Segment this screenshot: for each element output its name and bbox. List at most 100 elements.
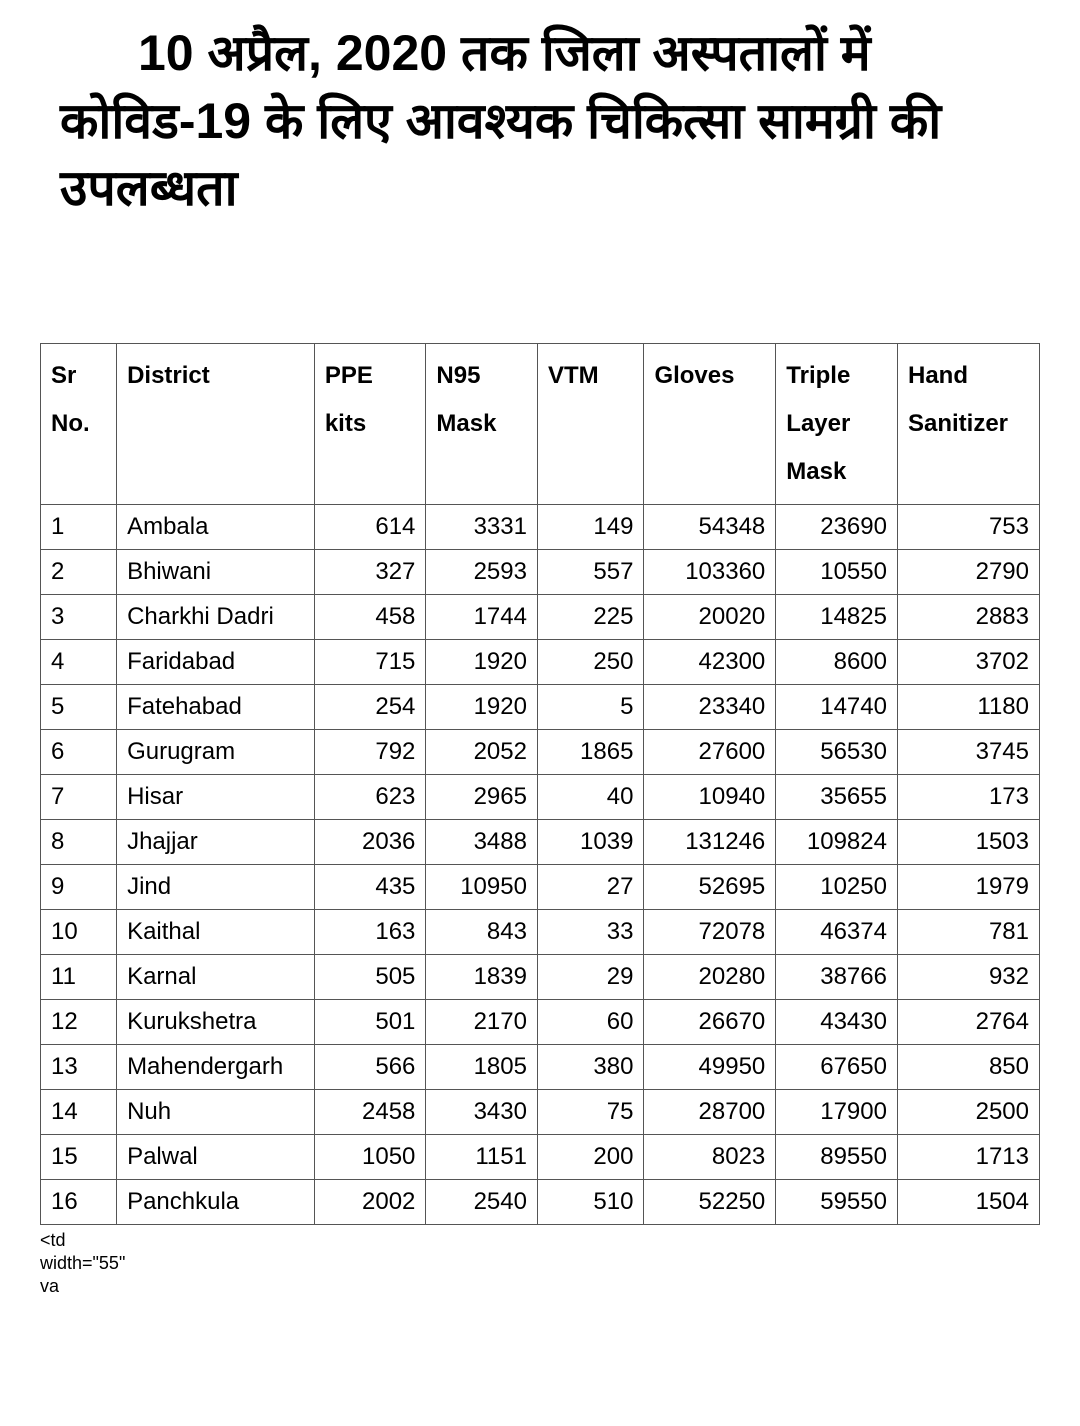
table-cell: 10950: [426, 864, 538, 909]
col-header-vtm: VTM: [537, 343, 643, 504]
table-cell: 11: [41, 954, 117, 999]
table-cell: Gurugram: [117, 729, 315, 774]
table-cell: 131246: [644, 819, 776, 864]
table-row: 16Panchkula2002254051052250595501504: [41, 1179, 1040, 1224]
table-row: 5Fatehabad2541920523340147401180: [41, 684, 1040, 729]
table-cell: 5: [537, 684, 643, 729]
table-cell: 557: [537, 549, 643, 594]
table-cell: 23340: [644, 684, 776, 729]
table-cell: Hisar: [117, 774, 315, 819]
table-cell: 3488: [426, 819, 538, 864]
table-cell: 2790: [897, 549, 1039, 594]
table-cell: 2883: [897, 594, 1039, 639]
table-cell: 1039: [537, 819, 643, 864]
table-cell: 149: [537, 504, 643, 549]
table-cell: 20020: [644, 594, 776, 639]
table-row: 3Charkhi Dadri458174422520020148252883: [41, 594, 1040, 639]
page-title: 10 अप्रैल, 2020 तक जिला अस्पतालों में को…: [60, 20, 1020, 223]
table-cell: 33: [537, 909, 643, 954]
table-cell: 40: [537, 774, 643, 819]
table-cell: 1504: [897, 1179, 1039, 1224]
table-cell: 1744: [426, 594, 538, 639]
table-cell: 10250: [776, 864, 898, 909]
col-header-sanitizer: Hand Sanitizer: [897, 343, 1039, 504]
col-header-n95: N95 Mask: [426, 343, 538, 504]
table-cell: 1805: [426, 1044, 538, 1089]
table-cell: 42300: [644, 639, 776, 684]
table-cell: 2036: [314, 819, 426, 864]
table-cell: 29: [537, 954, 643, 999]
col-header-district: District: [117, 343, 315, 504]
table-row: 9Jind435109502752695102501979: [41, 864, 1040, 909]
table-cell: 5: [41, 684, 117, 729]
table-cell: 614: [314, 504, 426, 549]
table-cell: 12: [41, 999, 117, 1044]
table-cell: 8023: [644, 1134, 776, 1179]
table-cell: Bhiwani: [117, 549, 315, 594]
table-cell: 27600: [644, 729, 776, 774]
table-cell: Faridabad: [117, 639, 315, 684]
table-cell: 566: [314, 1044, 426, 1089]
table-cell: 54348: [644, 504, 776, 549]
table-cell: 173: [897, 774, 1039, 819]
table-row: 15Palwal105011512008023895501713: [41, 1134, 1040, 1179]
table-cell: 14: [41, 1089, 117, 1134]
table-header-row: Sr No. District PPE kits N95 Mask VTM Gl…: [41, 343, 1040, 504]
col-header-ppe: PPE kits: [314, 343, 426, 504]
col-header-gloves: Gloves: [644, 343, 776, 504]
table-cell: 753: [897, 504, 1039, 549]
table-row: 2Bhiwani3272593557103360105502790: [41, 549, 1040, 594]
table-cell: 2965: [426, 774, 538, 819]
table-cell: 2458: [314, 1089, 426, 1134]
table-cell: 72078: [644, 909, 776, 954]
table-row: 6Gurugram7922052186527600565303745: [41, 729, 1040, 774]
table-cell: 43430: [776, 999, 898, 1044]
table-cell: 56530: [776, 729, 898, 774]
table-cell: 7: [41, 774, 117, 819]
table-cell: 2002: [314, 1179, 426, 1224]
table-cell: 3331: [426, 504, 538, 549]
table-cell: Karnal: [117, 954, 315, 999]
table-cell: 8: [41, 819, 117, 864]
table-row: 1Ambala61433311495434823690753: [41, 504, 1040, 549]
table-cell: 1920: [426, 684, 538, 729]
table-cell: 843: [426, 909, 538, 954]
table-cell: 505: [314, 954, 426, 999]
table-cell: 1151: [426, 1134, 538, 1179]
table-cell: 35655: [776, 774, 898, 819]
table-cell: 225: [537, 594, 643, 639]
table-cell: 8600: [776, 639, 898, 684]
table-cell: 2764: [897, 999, 1039, 1044]
table-cell: Fatehabad: [117, 684, 315, 729]
table-cell: 6: [41, 729, 117, 774]
table-cell: 1180: [897, 684, 1039, 729]
table-cell: 3745: [897, 729, 1039, 774]
stray-line: va: [40, 1275, 1040, 1298]
table-cell: Mahendergarh: [117, 1044, 315, 1089]
table-cell: 49950: [644, 1044, 776, 1089]
table-cell: Kurukshetra: [117, 999, 315, 1044]
table-cell: 28700: [644, 1089, 776, 1134]
table-cell: 781: [897, 909, 1039, 954]
table-cell: 458: [314, 594, 426, 639]
table-cell: 10940: [644, 774, 776, 819]
table-cell: 1865: [537, 729, 643, 774]
table-cell: 38766: [776, 954, 898, 999]
table-cell: Palwal: [117, 1134, 315, 1179]
table-cell: 14740: [776, 684, 898, 729]
table-cell: 510: [537, 1179, 643, 1224]
table-cell: 792: [314, 729, 426, 774]
table-cell: Kaithal: [117, 909, 315, 954]
table-cell: 254: [314, 684, 426, 729]
table-row: 7Hisar6232965401094035655173: [41, 774, 1040, 819]
table-cell: 623: [314, 774, 426, 819]
table-cell: 10: [41, 909, 117, 954]
table-cell: 13: [41, 1044, 117, 1089]
table-row: 4Faridabad71519202504230086003702: [41, 639, 1040, 684]
table-cell: Charkhi Dadri: [117, 594, 315, 639]
table-cell: Panchkula: [117, 1179, 315, 1224]
table-cell: 2: [41, 549, 117, 594]
table-cell: 1839: [426, 954, 538, 999]
table-cell: Nuh: [117, 1089, 315, 1134]
table-cell: 2500: [897, 1089, 1039, 1134]
